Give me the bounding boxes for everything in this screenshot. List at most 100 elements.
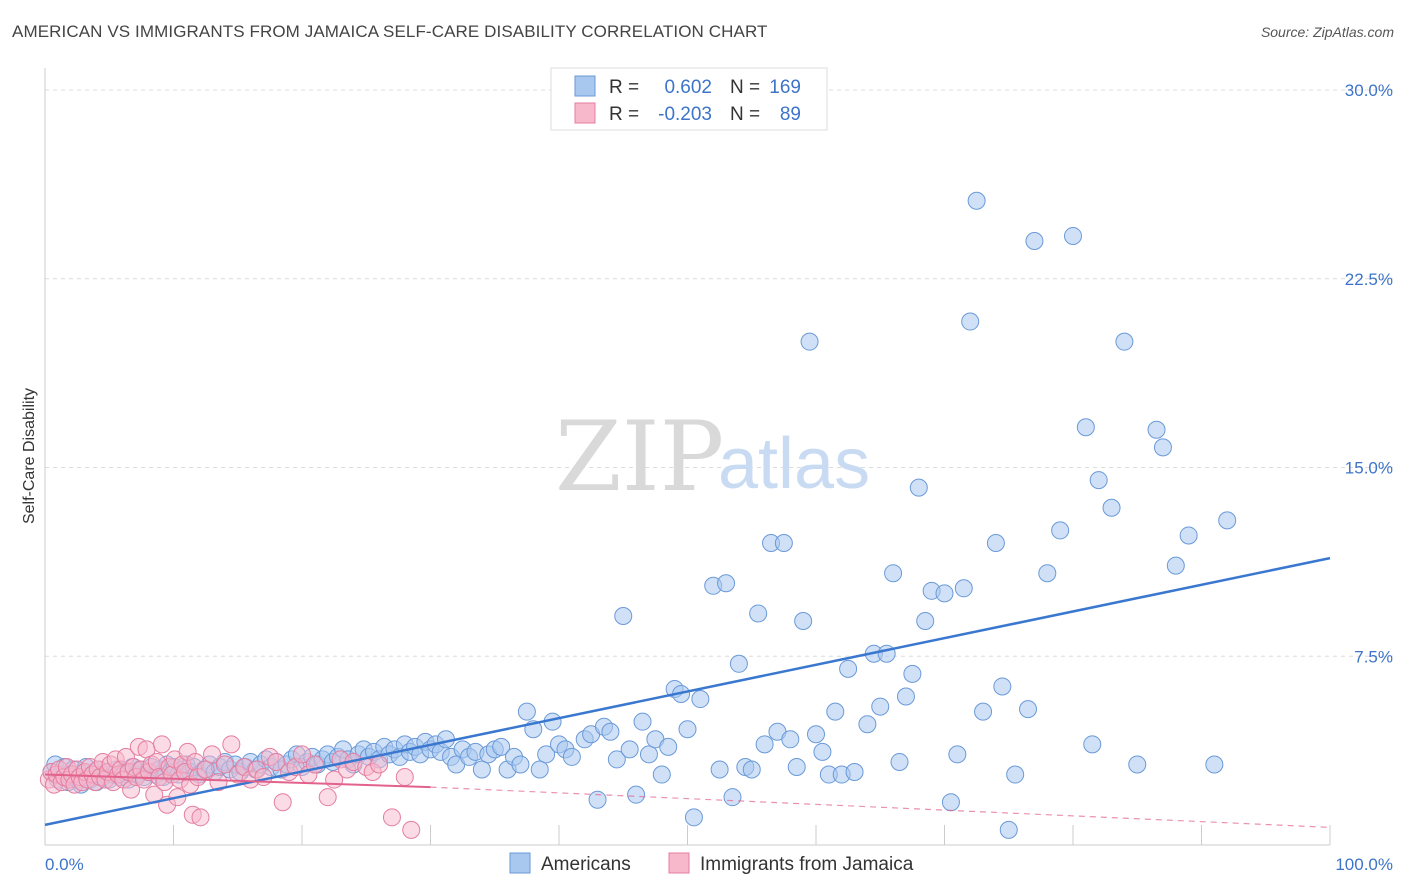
stats-legend-row-jamaica: R = -0.203 N = 89 bbox=[574, 102, 801, 125]
point-americans bbox=[954, 579, 973, 598]
r-label: R = bbox=[609, 77, 639, 98]
y-tick-label: 7.5% bbox=[1354, 647, 1393, 666]
stats-legend-row-americans: R = 0.602 N = 169 bbox=[574, 75, 801, 98]
point-americans bbox=[1019, 700, 1038, 719]
point-americans bbox=[948, 745, 967, 764]
chart-title: AMERICAN VS IMMIGRANTS FROM JAMAICA SELF… bbox=[12, 22, 768, 41]
gridlines bbox=[45, 89, 1395, 657]
point-americans bbox=[871, 697, 890, 716]
point-americans bbox=[916, 612, 935, 631]
point-jamaica bbox=[382, 808, 401, 827]
x-tick-label: 0.0% bbox=[45, 855, 84, 874]
point-americans bbox=[800, 332, 819, 351]
point-americans bbox=[710, 760, 729, 779]
point-americans bbox=[787, 757, 806, 776]
legend-label-jamaica: Immigrants from Jamaica bbox=[700, 854, 914, 875]
point-jamaica bbox=[196, 760, 215, 779]
point-americans bbox=[1128, 755, 1147, 774]
trend-line-jamaica bbox=[44, 773, 431, 789]
point-americans bbox=[627, 785, 646, 804]
jamaica-swatch bbox=[574, 102, 596, 124]
legend-label-americans: Americans bbox=[541, 854, 631, 875]
point-americans bbox=[517, 702, 536, 721]
americans-swatch bbox=[574, 75, 596, 97]
point-americans bbox=[678, 720, 697, 739]
point-jamaica bbox=[267, 752, 286, 771]
point-americans bbox=[1153, 438, 1172, 457]
point-americans bbox=[652, 765, 671, 784]
point-americans bbox=[659, 737, 678, 756]
point-americans bbox=[1205, 755, 1224, 774]
point-americans bbox=[974, 702, 993, 721]
point-americans bbox=[890, 752, 909, 771]
point-americans bbox=[511, 755, 530, 774]
point-americans bbox=[986, 534, 1005, 552]
point-americans bbox=[492, 737, 511, 756]
point-jamaica bbox=[191, 808, 210, 827]
point-americans bbox=[1102, 498, 1121, 517]
y-tick-label: 30.0% bbox=[1345, 81, 1393, 100]
point-americans bbox=[717, 574, 736, 593]
point-americans bbox=[588, 790, 607, 809]
point-americans bbox=[961, 312, 980, 331]
y-axis-label: Self-Care Disability bbox=[21, 388, 38, 524]
point-americans bbox=[935, 584, 954, 603]
point-americans bbox=[723, 788, 742, 807]
y-tick-label: 22.5% bbox=[1345, 270, 1393, 289]
point-americans bbox=[896, 687, 915, 706]
point-americans bbox=[1051, 521, 1070, 540]
point-americans bbox=[1166, 556, 1185, 575]
trend-lines bbox=[44, 556, 1331, 828]
point-americans bbox=[781, 730, 800, 749]
point-americans bbox=[845, 763, 864, 782]
point-americans bbox=[807, 725, 825, 744]
point-jamaica bbox=[222, 735, 241, 754]
point-americans bbox=[941, 793, 960, 812]
point-americans bbox=[826, 702, 845, 721]
point-americans bbox=[794, 612, 813, 631]
tick-labels: 7.5% 15.0% 22.5% 30.0% 0.0% 100.0% bbox=[45, 81, 1393, 874]
point-americans bbox=[774, 534, 793, 552]
point-americans bbox=[1115, 332, 1134, 351]
r-value: 0.602 bbox=[664, 77, 712, 98]
point-americans bbox=[639, 745, 658, 764]
point-jamaica bbox=[293, 745, 311, 764]
point-americans bbox=[601, 722, 620, 741]
y-tick-label: 15.0% bbox=[1345, 459, 1393, 478]
point-americans bbox=[903, 664, 922, 683]
point-americans bbox=[1006, 765, 1025, 784]
point-jamaica bbox=[318, 788, 337, 807]
watermark: ZIP atlas bbox=[555, 401, 870, 513]
point-americans bbox=[607, 750, 626, 769]
point-americans bbox=[813, 742, 832, 761]
n-value: 89 bbox=[780, 104, 801, 125]
point-americans bbox=[884, 564, 903, 583]
point-americans bbox=[755, 735, 774, 754]
point-americans bbox=[909, 478, 928, 497]
point-americans bbox=[633, 712, 652, 731]
point-americans bbox=[1038, 564, 1057, 583]
watermark-atlas: atlas bbox=[718, 424, 870, 504]
point-americans bbox=[999, 820, 1018, 839]
point-americans bbox=[742, 760, 761, 779]
point-americans bbox=[620, 740, 639, 759]
point-americans bbox=[858, 715, 877, 734]
point-jamaica bbox=[273, 793, 292, 812]
point-americans bbox=[967, 191, 986, 210]
point-americans bbox=[1179, 526, 1198, 545]
axes bbox=[44, 68, 1331, 846]
point-americans bbox=[749, 604, 768, 623]
legend-item-americans: Americans bbox=[509, 852, 631, 875]
watermark-zip: ZIP bbox=[555, 401, 724, 513]
point-americans bbox=[472, 760, 491, 779]
point-americans bbox=[993, 677, 1012, 696]
legend-swatch-jamaica bbox=[668, 852, 690, 874]
point-jamaica bbox=[209, 773, 228, 792]
point-jamaica bbox=[152, 735, 171, 754]
r-value: -0.203 bbox=[658, 104, 712, 125]
bottom-legend: Americans Immigrants from Jamaica bbox=[509, 852, 914, 875]
point-americans bbox=[729, 654, 748, 673]
point-americans bbox=[614, 606, 633, 625]
stats-legend: R = 0.602 N = 169 R = -0.203 N = 89 bbox=[550, 67, 828, 131]
